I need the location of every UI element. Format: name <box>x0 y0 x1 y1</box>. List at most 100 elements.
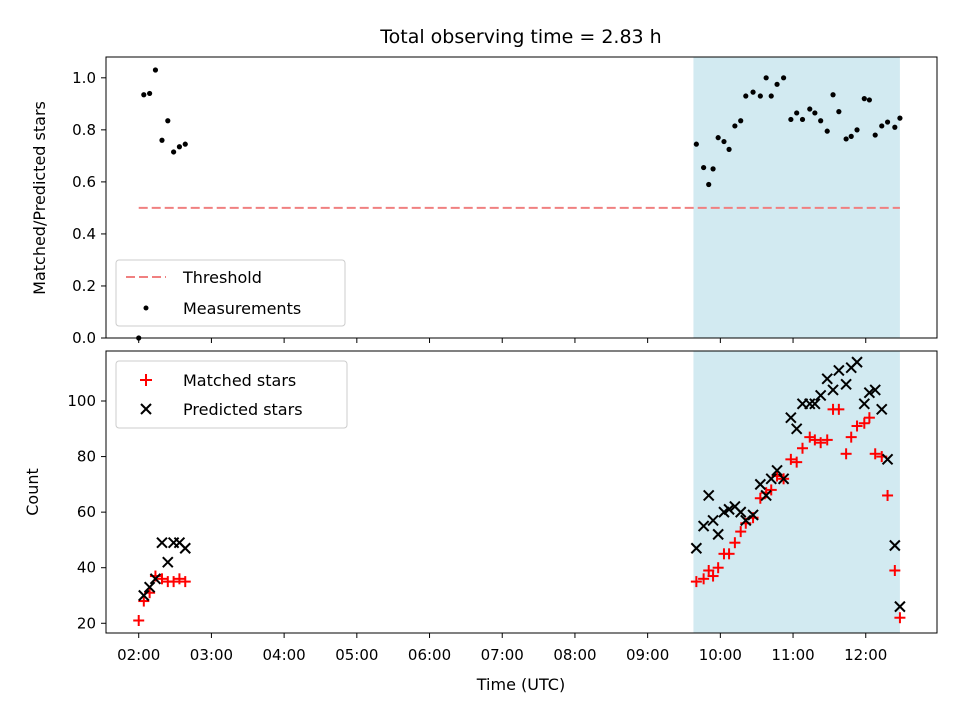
predicted-point <box>162 556 174 568</box>
ratio-ylabel: Matched/Predicted stars <box>30 101 49 295</box>
matched-point <box>791 456 803 468</box>
predicted-point <box>821 373 833 385</box>
matched-point <box>179 576 191 588</box>
measurement-point <box>743 93 749 99</box>
measurement-point <box>830 92 836 98</box>
count-legend-box <box>115 360 348 429</box>
matched-point <box>882 489 894 501</box>
predicted-point <box>777 473 790 485</box>
matched-point <box>723 548 735 560</box>
measurement-point <box>165 118 171 124</box>
predicted-point <box>740 514 752 527</box>
matched-point <box>698 573 710 585</box>
matched-point <box>785 453 797 465</box>
legend-matched-swatch <box>140 374 152 386</box>
predicted-point <box>863 386 876 399</box>
matched-point <box>138 595 150 607</box>
measurement-point <box>843 136 849 142</box>
ratio-ytick-label: 0.2 <box>72 277 96 295</box>
matched-point <box>156 573 168 585</box>
measurement-point <box>152 67 159 73</box>
x-tick-label: 02:00 <box>117 646 160 664</box>
measurement-point <box>706 181 712 188</box>
measurement-point <box>812 110 818 116</box>
measurement-point <box>807 106 813 112</box>
ratio-legend-box <box>115 259 346 327</box>
predicted-point <box>833 364 845 377</box>
x-tick-label: 09:00 <box>626 646 669 664</box>
matched-point <box>889 564 901 576</box>
predicted-point <box>149 573 162 585</box>
count-ytick-label: 40 <box>77 559 96 577</box>
ratio-frame <box>105 56 938 339</box>
predicted-point <box>869 384 881 396</box>
ratio-observing-window <box>693 57 900 338</box>
measurement-point <box>872 132 878 138</box>
predicted-point <box>814 389 827 402</box>
predicted-point <box>760 489 772 502</box>
x-tick-label: 05:00 <box>335 646 378 664</box>
count-frame <box>105 350 938 634</box>
predicted-point <box>179 542 191 554</box>
matched-point <box>840 448 852 460</box>
measurement-point <box>897 115 903 121</box>
measurement-point <box>159 137 165 143</box>
matched-point <box>858 417 870 429</box>
measurement-point <box>892 124 898 130</box>
measurement-point <box>171 149 177 155</box>
matched-point <box>815 437 827 449</box>
measurement-point <box>182 141 188 147</box>
matched-point <box>735 526 747 538</box>
predicted-point <box>703 489 715 502</box>
measurement-point <box>780 75 787 81</box>
legend-measurements-label: Measurements <box>183 299 301 318</box>
predicted-point <box>707 514 719 527</box>
matched-point <box>703 564 715 576</box>
predicted-point <box>876 403 888 416</box>
measurement-point <box>879 123 885 129</box>
x-tick-label: 03:00 <box>190 646 233 664</box>
count-ylabel: Count <box>23 468 42 516</box>
measurement-point <box>141 92 147 98</box>
measurement-point <box>866 97 872 103</box>
matched-point <box>133 614 145 626</box>
predicted-point <box>785 411 797 424</box>
matched-point <box>690 576 702 588</box>
ratio-ytick-label: 0.0 <box>72 329 96 347</box>
measurement-point <box>794 110 800 116</box>
measurement-point <box>732 123 738 129</box>
matched-point <box>809 434 821 446</box>
matched-point <box>863 412 875 424</box>
predicted-point <box>690 542 703 554</box>
legend-predicted-label: Predicted stars <box>183 400 303 419</box>
measurement-point <box>799 116 806 123</box>
matched-point <box>712 562 724 574</box>
ratio-ytick-label: 0.8 <box>72 121 96 139</box>
predicted-point <box>858 398 871 410</box>
matched-point <box>729 537 741 549</box>
matched-point <box>168 576 180 588</box>
xaxis-label: Time (UTC) <box>476 675 565 694</box>
measurement-point <box>738 118 744 124</box>
measurement-point <box>176 144 183 150</box>
measurement-point <box>768 93 774 99</box>
predicted-point <box>827 384 839 396</box>
x-tick-label: 08:00 <box>553 646 596 664</box>
measurement-point <box>701 164 707 171</box>
ratio-panel: 0.0 0.2 0.4 0.6 0.8 1.0 Matched/Predicted sta… <box>30 56 938 347</box>
measurement-point <box>788 116 794 123</box>
predicted-point <box>143 581 156 593</box>
predicted-point <box>734 506 747 518</box>
matched-point <box>894 612 906 624</box>
x-tick-label: 04:00 <box>263 646 306 664</box>
matched-point <box>707 570 719 582</box>
measurement-point <box>848 133 854 139</box>
matched-point <box>833 403 845 415</box>
measurement-point <box>854 127 860 133</box>
ratio-ytick-label: 0.6 <box>72 173 96 191</box>
measurement-point <box>710 166 716 172</box>
ratio-ytick-label: 0.4 <box>72 225 96 243</box>
predicted-point <box>771 464 783 477</box>
measurement-point <box>818 118 824 124</box>
x-tick-label: 12:00 <box>844 646 887 664</box>
